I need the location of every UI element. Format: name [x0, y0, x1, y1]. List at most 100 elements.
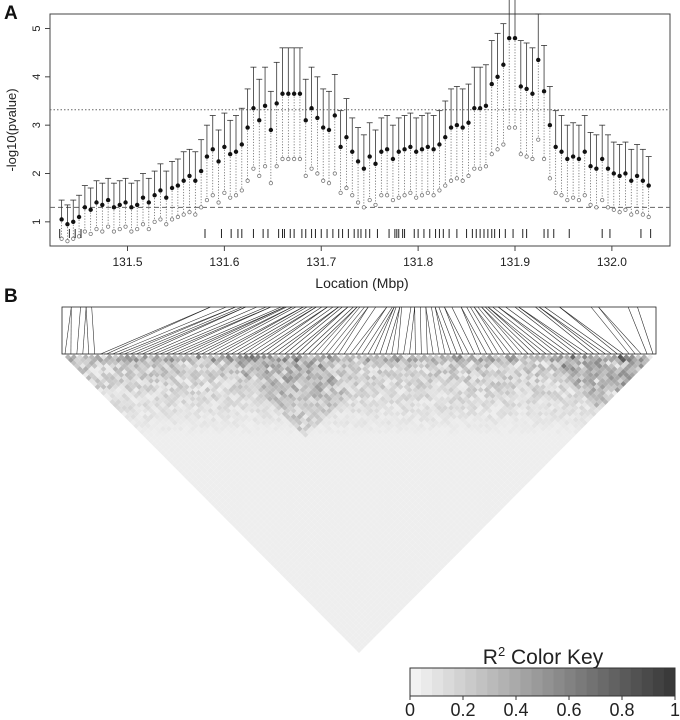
ld-cell	[124, 354, 131, 360]
ld-cell	[436, 518, 443, 525]
ld-cell	[302, 389, 309, 396]
ld-cell	[361, 641, 368, 648]
ld-cell	[311, 446, 318, 453]
ld-cell	[394, 404, 401, 411]
ld-cell	[486, 437, 493, 444]
ld-cell	[290, 497, 297, 504]
lower-bound-point	[355, 200, 361, 205]
ld-cell	[266, 425, 273, 432]
ld-cell	[255, 413, 261, 420]
ld-cell	[421, 359, 428, 366]
ld-cell	[350, 425, 357, 432]
ld-cell	[347, 356, 354, 363]
ld-cell	[338, 359, 345, 366]
ld-cell	[418, 368, 425, 375]
ld-cell	[269, 560, 276, 567]
ld-cell	[382, 458, 389, 465]
ld-cell	[293, 500, 300, 507]
ld-cell	[296, 473, 303, 480]
ld-cell	[394, 512, 401, 519]
ld-cell	[335, 554, 342, 561]
ld-cell	[430, 422, 437, 429]
ld-cell	[507, 494, 514, 501]
ld-cell	[308, 563, 315, 570]
ld-cell	[373, 599, 380, 606]
ld-cell	[302, 425, 309, 432]
ld-cell	[281, 380, 288, 387]
ld-cell	[186, 452, 193, 459]
ld-cell	[445, 371, 452, 378]
ld-cell	[397, 407, 404, 414]
ld-cell	[272, 533, 279, 540]
ld-cell	[275, 506, 282, 513]
data-point	[646, 183, 651, 188]
ld-cell	[439, 413, 446, 420]
ld-cell	[347, 434, 354, 441]
lower-bound-point	[268, 181, 273, 186]
ld-cell	[350, 407, 357, 414]
ld-cell	[379, 503, 386, 510]
ld-cell	[335, 374, 342, 381]
ld-cell	[305, 374, 312, 381]
ld-cell	[370, 386, 377, 393]
data-point	[437, 142, 442, 147]
ld-cell	[335, 440, 342, 447]
ld-cell	[400, 440, 407, 447]
ld-cell	[382, 428, 389, 435]
ld-cell	[361, 491, 368, 498]
ld-cell	[359, 638, 365, 645]
ld-cell	[406, 452, 413, 459]
ld-cell	[347, 392, 354, 399]
ld-cell	[457, 419, 463, 426]
ld-cell	[347, 464, 354, 471]
ld-cell	[344, 413, 351, 420]
ld-cell	[281, 458, 288, 465]
ld-cell	[260, 419, 267, 426]
ld-cell	[409, 491, 416, 498]
ld-cell	[501, 446, 508, 453]
ld-cell	[370, 410, 377, 417]
ld-cell	[394, 548, 401, 555]
ld-cell	[385, 503, 392, 510]
ld-cell	[430, 380, 437, 387]
ld-cell	[474, 515, 481, 522]
ld-cell	[266, 407, 273, 414]
ld-cell	[326, 557, 333, 564]
ld-cell	[103, 380, 110, 387]
ld-cell	[356, 581, 362, 588]
ld-cell	[415, 407, 422, 414]
ld-cell	[347, 608, 354, 615]
ld-cell	[379, 425, 386, 432]
ld-cell	[394, 596, 401, 603]
ld-cell	[394, 578, 401, 585]
ld-cell	[332, 605, 339, 612]
ld-cell	[421, 563, 428, 570]
ld-cell	[385, 563, 392, 570]
ld-cell	[311, 524, 318, 531]
ld-cell	[492, 455, 499, 462]
ld-cell	[394, 398, 401, 405]
ld-cell	[326, 377, 333, 384]
ld-cell	[359, 422, 365, 429]
ld-cell	[329, 458, 336, 465]
ld-cell	[269, 392, 276, 399]
ld-cell	[320, 575, 327, 582]
ld-cell	[320, 419, 327, 426]
ld-cell	[373, 365, 380, 372]
ld-cell	[388, 362, 395, 369]
ld-cell	[388, 536, 395, 543]
ld-cell	[335, 578, 342, 585]
ld-cell	[457, 533, 463, 540]
ld-cell	[382, 536, 389, 543]
ld-cell	[281, 440, 288, 447]
ld-cell	[266, 431, 273, 438]
ld-cell	[424, 434, 431, 441]
ld-cell	[445, 503, 452, 510]
ld-cell	[275, 434, 282, 441]
ld-cell	[353, 536, 359, 543]
ld-cell	[361, 383, 368, 390]
ld-cell	[421, 503, 428, 510]
ld-cell	[379, 419, 386, 426]
ld-cell	[353, 428, 359, 435]
ld-cell	[406, 374, 413, 381]
